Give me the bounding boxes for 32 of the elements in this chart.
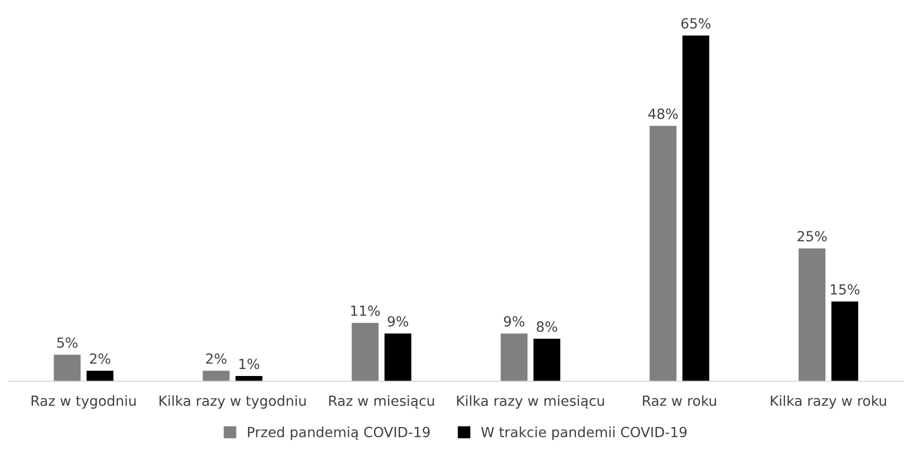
- bar: [54, 354, 81, 382]
- bar: [682, 35, 710, 382]
- bar: [500, 333, 528, 382]
- data-label: 65%: [681, 18, 710, 29]
- x-tick-label: Kilka razy w roku: [770, 395, 886, 409]
- bar: [798, 248, 826, 382]
- data-label: 5%: [57, 337, 78, 348]
- bar: [202, 370, 230, 382]
- bar: [533, 338, 560, 382]
- x-tick-label: Raz w tygodniu: [32, 395, 136, 409]
- data-label: 11%: [351, 305, 380, 316]
- bar: [831, 302, 858, 382]
- data-label: 48%: [648, 108, 678, 120]
- data-label: 15%: [830, 284, 860, 295]
- data-label: 8%: [536, 321, 558, 332]
- data-label: 2%: [90, 353, 110, 364]
- data-label: 9%: [504, 316, 524, 327]
- legend-label: Przed pandemią COVID-19: [248, 426, 430, 440]
- bar: [650, 126, 676, 382]
- bar: [352, 322, 379, 382]
- x-tick-label: Raz w miesiącu: [329, 395, 434, 408]
- bar: [86, 370, 114, 382]
- bar: [236, 376, 262, 382]
- legend-label: W trakcie pandemii COVID-19: [481, 426, 687, 440]
- bar: [384, 333, 412, 382]
- x-tick-label: Kilka razy w tygodniu: [160, 395, 306, 409]
- data-label: 2%: [206, 353, 226, 364]
- x-tick-label: Raz w roku: [642, 395, 716, 406]
- data-label: 25%: [798, 230, 827, 242]
- x-tick-label: Kilka razy w miesiącu: [457, 395, 604, 409]
- data-label: 9%: [388, 316, 408, 327]
- data-label: 1%: [239, 358, 260, 370]
